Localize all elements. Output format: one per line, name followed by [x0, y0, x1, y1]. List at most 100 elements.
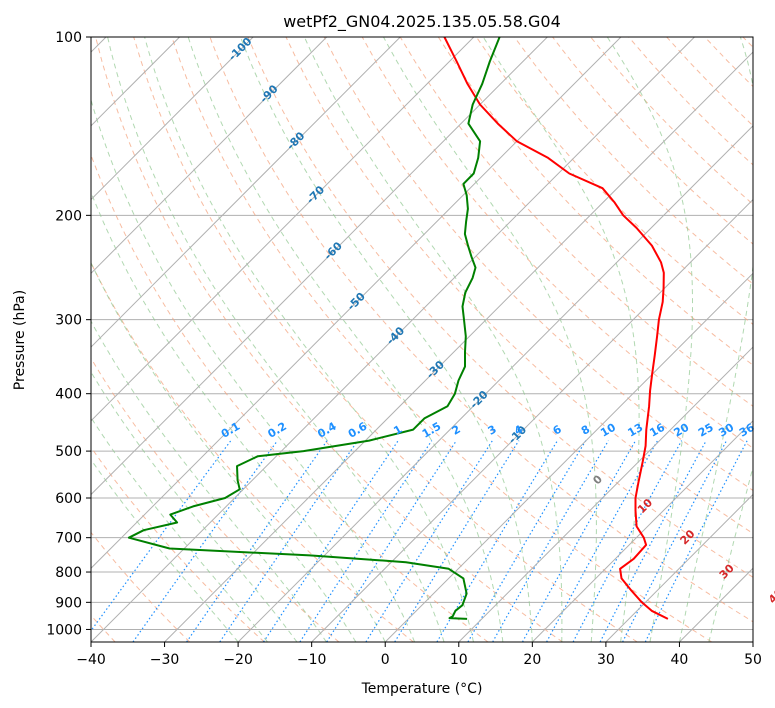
- mixing-ratio-label: 6: [551, 422, 564, 437]
- x-tick-label: −10: [297, 652, 327, 668]
- isotherm-line: [679, 567, 753, 642]
- mixing-ratio-line: [394, 440, 520, 642]
- mixing-ratio-line: [365, 440, 493, 642]
- moist-adiabat-line: [91, 261, 357, 642]
- mixing-ratio-label: 3: [486, 423, 499, 438]
- mixing-ratio-line: [572, 440, 683, 642]
- dry-adiabat-line: [95, 37, 563, 642]
- isotherm-line: [91, 37, 328, 275]
- dry-adiabat-line: [209, 37, 753, 623]
- x-tick-label: 40: [671, 652, 689, 668]
- mixing-ratio-label: 0.2: [266, 420, 289, 441]
- mixing-ratio-line: [492, 440, 609, 642]
- moist-adiabat-line: [91, 458, 239, 642]
- isotherm-line: [531, 420, 753, 642]
- y-axis-label: Pressure (hPa): [12, 290, 28, 390]
- mixing-ratio-line: [299, 440, 433, 642]
- mixing-ratio-label: 0.6: [346, 419, 370, 440]
- temperature-profile-line: [443, 37, 669, 620]
- y-tick-label: 800: [55, 565, 82, 581]
- moist-adiabat-label: 40: [766, 586, 775, 606]
- dry-adiabat-line: [285, 37, 753, 535]
- isotherm-line: [91, 37, 622, 569]
- y-tick-label: 1000: [46, 622, 82, 638]
- dry-adiabat-line: [91, 446, 265, 642]
- dry-adiabat-line: [704, 37, 753, 88]
- y-tick-label: 400: [55, 387, 82, 403]
- dry-adiabat-line: [666, 37, 753, 127]
- mixing-ratio-label: 13: [625, 421, 645, 440]
- x-axis-ticks: −40 −30 −20 −10 0 10 20 30 40 50: [76, 642, 762, 668]
- isotherm-line: [384, 272, 753, 642]
- moist-adiabat-line: [606, 37, 693, 642]
- moist-adiabat-line: [91, 416, 268, 642]
- grid-lines: [91, 37, 753, 630]
- mixing-ratio-line: [91, 440, 232, 632]
- mixing-ratio-label: 16: [647, 421, 667, 440]
- y-tick-label: 900: [55, 595, 82, 611]
- x-tick-label: −40: [76, 652, 106, 668]
- x-tick-label: 20: [523, 652, 541, 668]
- y-tick-label: 300: [55, 313, 82, 329]
- x-axis-label: Temperature (°C): [361, 681, 483, 697]
- moist-adiabat-line: [91, 371, 298, 642]
- moist-adiabat-line: [91, 190, 386, 642]
- isotherm-line: [91, 37, 695, 642]
- sounding-series: [127, 37, 669, 620]
- y-tick-label: 100: [55, 30, 82, 46]
- dry-adiabat-line: [247, 37, 753, 578]
- moist-adiabat-line: [383, 37, 597, 642]
- x-tick-label: −20: [223, 652, 253, 668]
- dry-adiabat-line: [91, 531, 191, 642]
- mixing-ratio-label: 36: [737, 421, 757, 440]
- mixing-ratio-line: [132, 440, 278, 642]
- isotherms: [91, 37, 753, 642]
- dry-adiabat-line: [513, 37, 753, 285]
- dry-adiabat-line: [399, 37, 753, 407]
- mixing-ratio-label: 20: [672, 421, 692, 440]
- dry-adiabat-line: [742, 37, 753, 48]
- dry-adiabat-line: [437, 37, 753, 366]
- dry-adiabat-line: [475, 37, 753, 325]
- mixing-ratio-label: 0.4: [315, 419, 339, 440]
- y-axis-ticks: 100 200 300 400 500 600 700 800 900 1000: [46, 30, 91, 638]
- dry-adiabat-line: [91, 357, 340, 642]
- y-tick-label: 600: [55, 491, 82, 507]
- moist-adiabat-label: 20: [678, 527, 698, 547]
- isotherm-line: [752, 641, 753, 642]
- mixing-ratio-label: 1.5: [420, 420, 443, 441]
- mixing-ratio-line: [186, 440, 328, 642]
- mixing-ratio-label: 2: [450, 423, 463, 438]
- isotherm-line: [91, 37, 254, 201]
- x-tick-label: 0: [381, 652, 390, 668]
- mixing-ratio-line: [546, 440, 659, 642]
- mixing-ratio-label: 25: [696, 421, 716, 440]
- x-tick-label: 10: [450, 652, 468, 668]
- isotherm-line: [458, 346, 753, 642]
- moist-adiabat-line: [303, 37, 563, 642]
- x-tick-label: 50: [744, 652, 762, 668]
- mixing-ratio-line: [521, 440, 637, 642]
- dry-adiabat-line: [171, 37, 713, 642]
- isotherm-line: [91, 37, 475, 422]
- mixing-ratio-line: [467, 440, 587, 642]
- mixing-ratio-line: [262, 440, 399, 642]
- isotherm-line: [605, 493, 753, 642]
- mixing-ratio-line: [219, 440, 359, 642]
- mixing-ratio-label: 0.1: [219, 420, 242, 441]
- isotherm-line: [237, 125, 753, 642]
- x-tick-label: −30: [150, 652, 180, 668]
- mixing-ratio-line: [326, 440, 457, 642]
- moist-adiabat-line: [240, 37, 533, 642]
- plot-frame: [90, 36, 754, 643]
- y-tick-label: 700: [55, 531, 82, 547]
- moist-adiabat-label: 0: [590, 472, 605, 487]
- chart-title: wetPf2_GN04.2025.135.05.58.G04: [283, 12, 561, 32]
- mixing-ratio-line: [644, 440, 748, 642]
- moist-adiabat-line: [91, 320, 327, 642]
- x-tick-label: 30: [597, 652, 615, 668]
- moist-adiabat-line: [187, 37, 504, 642]
- y-tick-label: 500: [55, 444, 82, 460]
- isotherm-line: [311, 198, 753, 642]
